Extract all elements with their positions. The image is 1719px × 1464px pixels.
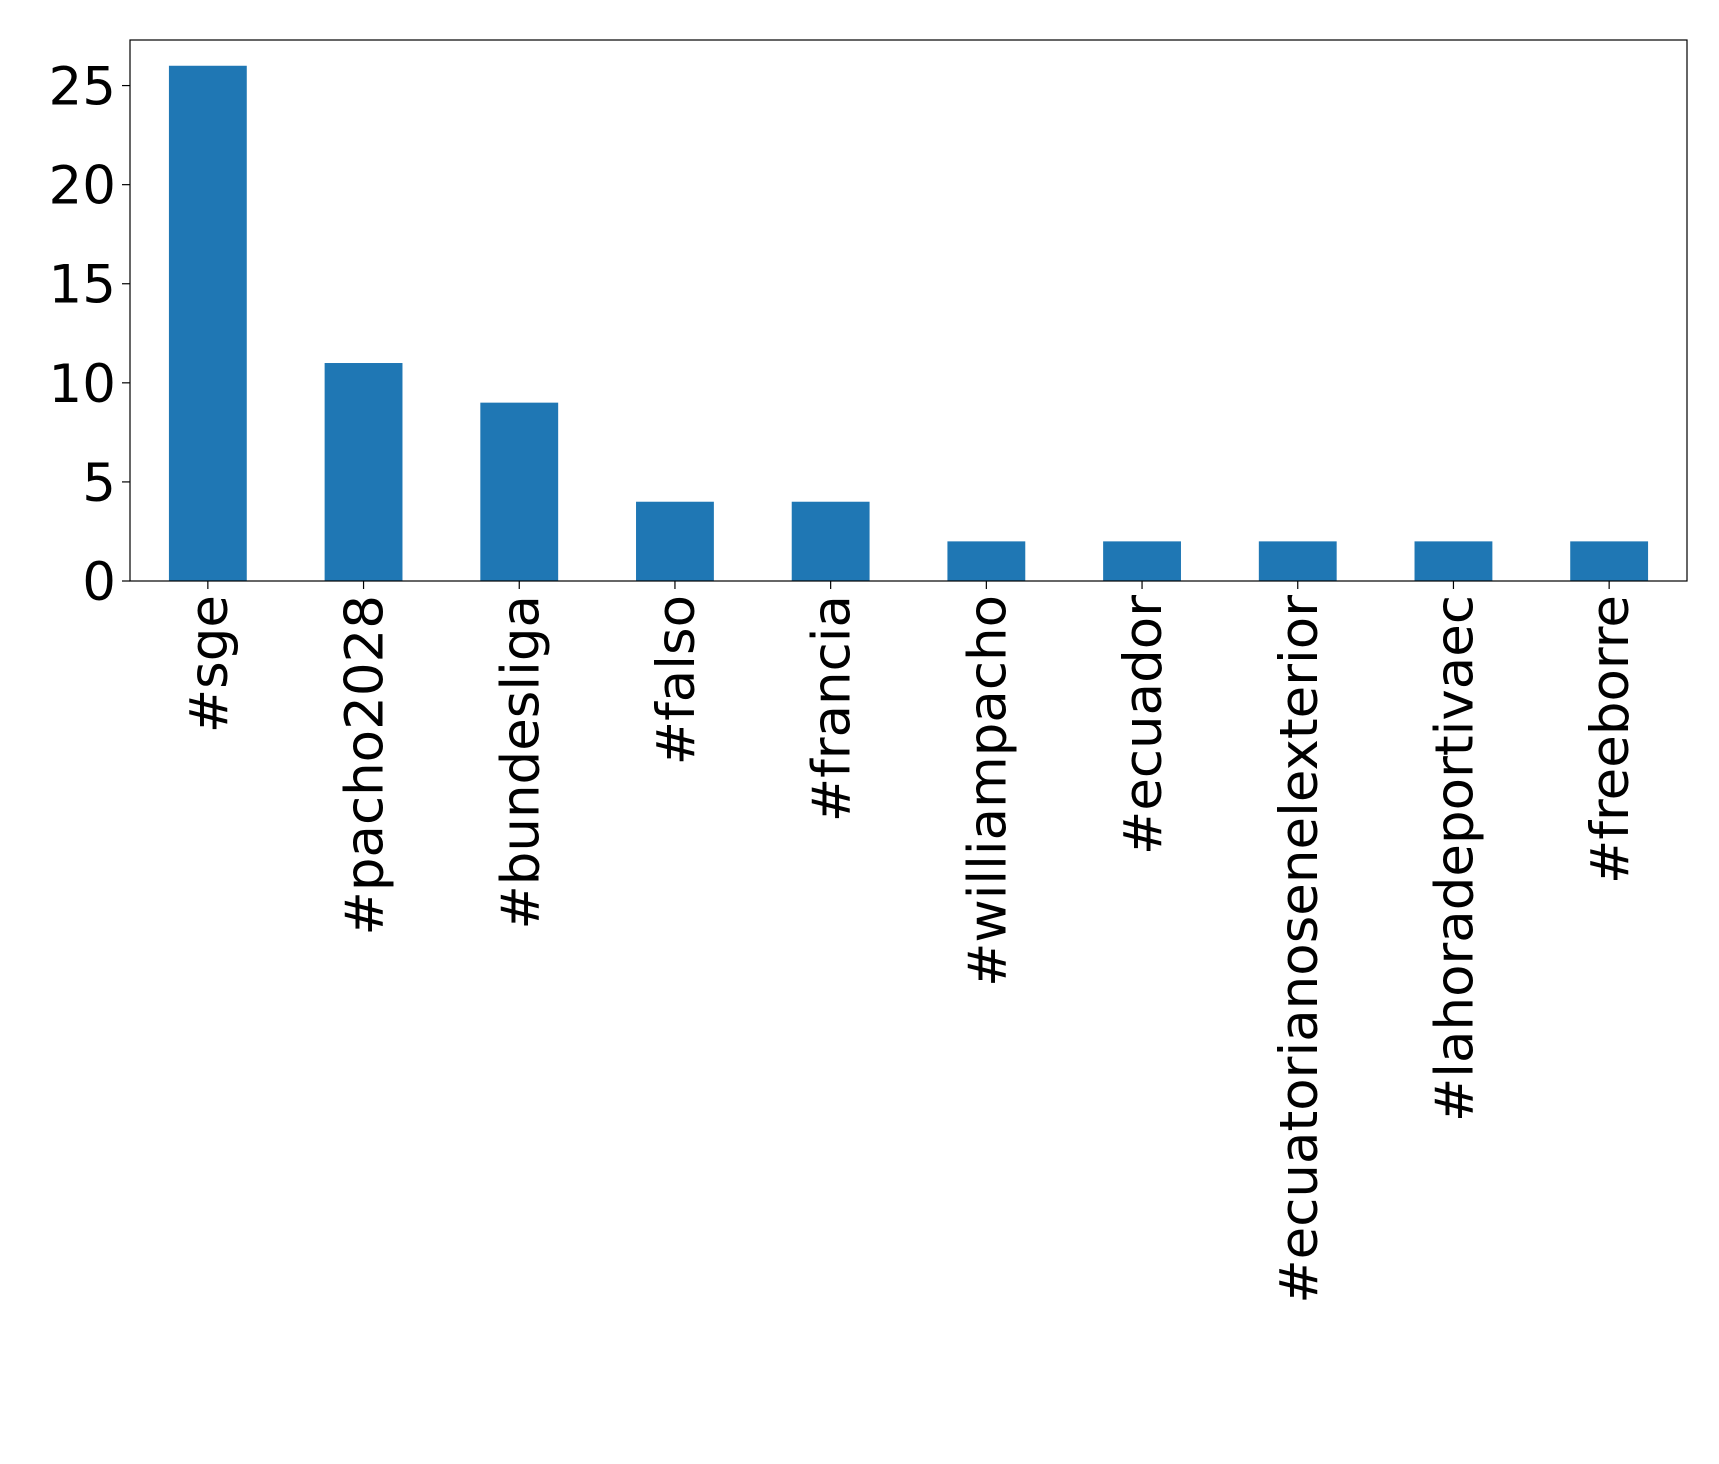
- x-tick-label: #sge: [179, 595, 240, 733]
- x-tick-label: #francia: [802, 595, 863, 822]
- y-tick-label: 5: [82, 453, 116, 514]
- bar: [1570, 541, 1649, 581]
- bar: [1414, 541, 1493, 581]
- bar: [168, 65, 247, 581]
- y-tick-label: 15: [49, 255, 116, 316]
- x-tick-label: #lahoradeportivaec: [1424, 595, 1485, 1122]
- x-tick-label: #ecuatorianosenelexterior: [1269, 595, 1330, 1304]
- x-tick-label: #freeborre: [1580, 595, 1641, 884]
- y-tick-label: 10: [49, 354, 116, 415]
- bar: [1103, 541, 1181, 581]
- x-tick-label: #williampacho: [957, 595, 1018, 987]
- bar: [480, 402, 559, 581]
- bar: [636, 501, 714, 581]
- plot-frame: [129, 39, 1688, 582]
- x-tick-label: #pacho2028: [335, 595, 396, 936]
- x-tick-label: #falso: [646, 595, 707, 765]
- x-tick-label: #bundesliga: [490, 595, 551, 930]
- y-tick-label: 25: [49, 57, 116, 118]
- y-tick-label: 0: [82, 552, 116, 613]
- y-tick-label: 20: [49, 156, 116, 217]
- bar: [1258, 541, 1337, 581]
- x-tick-label: #ecuador: [1113, 595, 1174, 855]
- bar: [324, 363, 403, 581]
- bar: [947, 541, 1026, 581]
- bar: [791, 501, 870, 581]
